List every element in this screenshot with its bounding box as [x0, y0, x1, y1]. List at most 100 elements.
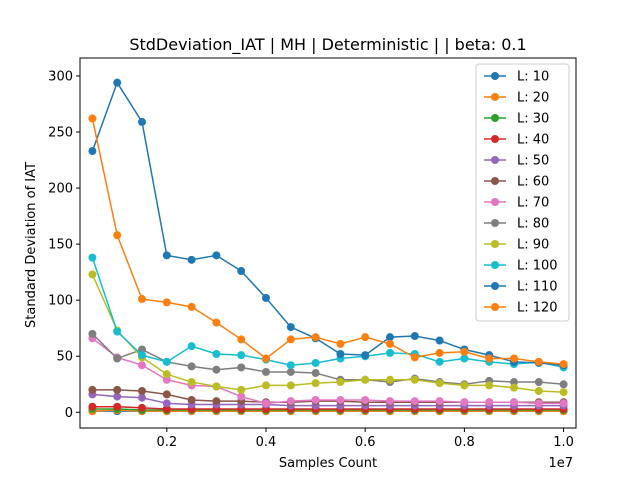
data-point-l-120 — [113, 231, 122, 240]
data-point-l-110 — [187, 255, 196, 264]
chart-title: StdDeviation_IAT | MH | Deterministic | … — [129, 35, 526, 55]
data-point-l-40 — [113, 402, 122, 411]
plot-series — [88, 78, 568, 416]
series-line-l-110 — [91, 81, 564, 366]
data-point-l-120 — [311, 333, 320, 342]
legend-marker — [491, 135, 499, 143]
data-point-l-80 — [212, 365, 221, 374]
legend-marker — [491, 303, 499, 311]
data-point-l-70 — [361, 395, 370, 404]
data-point-l-70 — [138, 361, 146, 370]
data-point-l-100 — [113, 327, 122, 336]
y-tick-label: 200 — [48, 182, 73, 197]
y-tick-label: 300 — [48, 69, 73, 84]
legend-entry-l-110: L: 110 — [484, 280, 558, 295]
data-point-l-80 — [286, 367, 295, 376]
x-axis-label: Samples Count — [279, 456, 377, 471]
data-point-l-60 — [212, 397, 221, 406]
data-point-l-80 — [510, 378, 518, 387]
data-point-l-70 — [162, 375, 171, 384]
data-point-l-70 — [286, 397, 295, 406]
legend: L: 10 L: 20 L: 30 L: 40 L: 50 L: 60 L: 70 L: 80… — [475, 63, 570, 322]
data-point-l-100 — [237, 351, 246, 360]
data-point-l-120 — [485, 354, 494, 363]
data-point-l-70 — [460, 398, 469, 407]
data-point-l-90 — [262, 381, 270, 390]
data-point-l-80 — [559, 380, 568, 389]
data-point-l-100 — [88, 253, 97, 262]
data-point-l-100 — [386, 348, 394, 357]
data-point-l-110 — [361, 351, 370, 360]
data-point-l-80 — [187, 362, 196, 371]
data-point-l-90 — [510, 383, 518, 392]
x-tick-label: 0.6 — [355, 435, 376, 450]
legend-entry-l-10: L: 10 — [484, 70, 549, 85]
data-point-l-110 — [336, 350, 345, 358]
data-point-l-100 — [311, 358, 320, 367]
data-point-l-70 — [435, 397, 444, 406]
legend-label: L: 40 — [517, 133, 549, 148]
series-line-l-90 — [91, 274, 564, 393]
data-point-l-80 — [113, 354, 122, 363]
x-tick-label: 0.2 — [156, 435, 177, 450]
data-point-l-110 — [88, 147, 97, 156]
data-point-l-90 — [534, 387, 543, 395]
data-point-l-120 — [559, 360, 568, 369]
legend-label: L: 50 — [517, 154, 549, 169]
legend-marker — [491, 156, 499, 164]
series-l-60 — [88, 385, 568, 407]
legend-entry-l-90: L: 90 — [484, 238, 549, 253]
data-point-l-120 — [361, 333, 370, 342]
legend-marker — [491, 219, 499, 227]
data-point-l-70 — [559, 399, 568, 408]
data-point-l-50 — [113, 392, 122, 401]
data-point-l-90 — [410, 375, 419, 384]
data-point-l-90 — [311, 379, 320, 388]
data-point-l-90 — [386, 375, 394, 384]
data-point-l-70 — [410, 397, 419, 406]
legend-entry-l-70: L: 70 — [484, 196, 549, 211]
data-point-l-90 — [212, 382, 221, 391]
legend-label: L: 30 — [517, 112, 549, 127]
data-point-l-60 — [138, 387, 146, 395]
data-point-l-100 — [138, 351, 146, 360]
data-point-l-110 — [410, 332, 419, 341]
data-point-l-80 — [88, 329, 97, 338]
data-point-l-40 — [162, 404, 171, 413]
data-point-l-120 — [88, 114, 97, 123]
data-point-l-110 — [162, 251, 171, 260]
legend-label: L: 90 — [517, 238, 549, 253]
data-point-l-70 — [485, 398, 494, 407]
data-point-l-70 — [262, 399, 270, 408]
data-point-l-40 — [138, 403, 146, 412]
data-point-l-50 — [138, 393, 146, 402]
legend-entry-l-80: L: 80 — [484, 217, 549, 232]
legend-marker — [491, 93, 499, 101]
data-point-l-70 — [386, 397, 394, 406]
data-point-l-120 — [435, 348, 444, 357]
legend-entry-l-50: L: 50 — [484, 154, 549, 169]
data-point-l-90 — [559, 388, 568, 397]
data-point-l-80 — [534, 378, 543, 387]
legend-entry-l-100: L: 100 — [484, 259, 558, 274]
legend-marker — [491, 177, 499, 185]
data-point-l-40 — [88, 402, 97, 411]
data-point-l-60 — [187, 395, 196, 404]
data-point-l-90 — [88, 270, 97, 279]
data-point-l-60 — [162, 390, 171, 399]
data-point-l-120 — [410, 353, 419, 362]
data-point-l-110 — [212, 251, 221, 260]
data-point-l-60 — [113, 385, 122, 394]
x-axis-ticks: 0.2 0.4 0.6 0.8 1.0 — [156, 428, 574, 450]
series-line-l-80 — [91, 333, 564, 386]
data-point-l-100 — [212, 350, 221, 358]
data-point-l-90 — [286, 381, 295, 390]
data-point-l-90 — [336, 378, 345, 387]
data-point-l-100 — [435, 357, 444, 366]
series-line-l-120 — [91, 118, 564, 365]
y-tick-label: 50 — [56, 350, 73, 365]
data-point-l-100 — [162, 357, 171, 366]
legend-marker — [491, 114, 499, 122]
legend-label: L: 20 — [517, 91, 549, 106]
plot-frame — [79, 57, 577, 429]
